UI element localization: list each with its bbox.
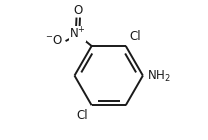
Text: O: O [74, 4, 83, 17]
Text: Cl: Cl [76, 109, 88, 122]
Text: N$^{+}$: N$^{+}$ [69, 26, 86, 42]
Text: NH$_2$: NH$_2$ [147, 69, 170, 84]
Text: $^{-}$O: $^{-}$O [45, 34, 63, 47]
Text: Cl: Cl [129, 30, 141, 43]
